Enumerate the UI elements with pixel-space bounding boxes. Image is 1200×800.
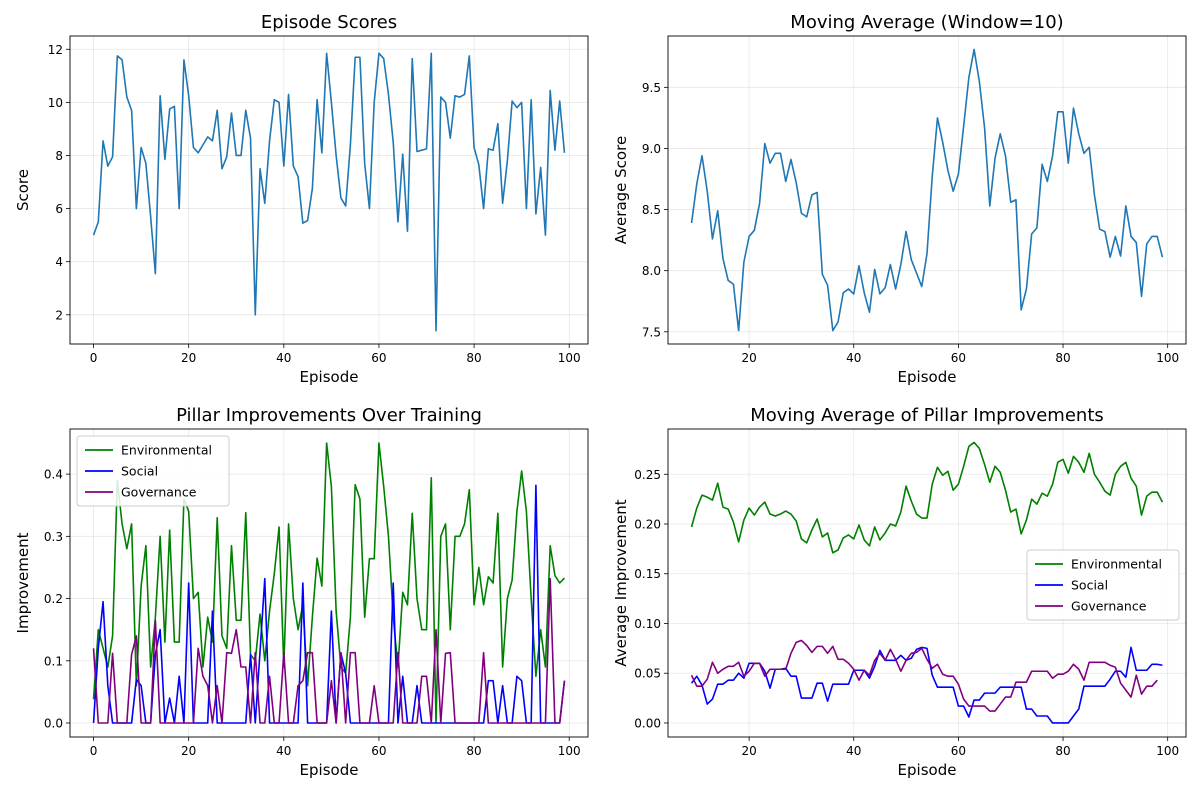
legend-label-governance: Governance <box>121 485 197 500</box>
y-tick-label: 8.5 <box>642 203 661 217</box>
chart-pillar-moving-average: 20 40 60 80 100 0.00 0.05 0.10 0.15 0.20 0.25 Movin… <box>612 405 1187 779</box>
legend-box <box>76 435 230 507</box>
x-tick-label: 60 <box>371 351 386 365</box>
x-tick-label: 40 <box>846 351 861 365</box>
y-tick-label: 0.4 <box>44 468 63 482</box>
series-line-score <box>690 48 1164 332</box>
y-tick-label: 0.0 <box>44 717 63 731</box>
y-tick-label: 0.3 <box>44 530 63 544</box>
x-tick-label: 80 <box>1055 744 1070 758</box>
x-axis-label: Episode <box>300 761 359 779</box>
y-tick-label: 9.0 <box>642 142 661 156</box>
legend: Environmental Social Governance <box>76 435 230 507</box>
x-tick-label: 80 <box>466 744 481 758</box>
x-tick-label: 40 <box>846 744 861 758</box>
x-tick-label: 20 <box>181 744 196 758</box>
y-tick-label: 4 <box>55 255 63 269</box>
y-tick-label: 0.2 <box>44 592 63 606</box>
x-tick-label: 100 <box>1156 351 1179 365</box>
y-tick-label: 0.1 <box>44 654 63 668</box>
series-line-social <box>92 484 566 724</box>
chart-pillar-improvements: 0 20 40 60 80 100 0.0 0.1 0.2 0.3 0.4 Pillar Improv… <box>14 405 589 779</box>
series-line-governance <box>92 577 566 724</box>
y-tick-label: 0.20 <box>634 518 661 532</box>
x-tick-label: 0 <box>90 744 98 758</box>
y-tick-label: 0.25 <box>634 468 661 482</box>
legend-label-social: Social <box>121 464 158 479</box>
x-tick-label: 100 <box>558 744 581 758</box>
x-tick-label: 80 <box>1055 351 1070 365</box>
chart-title: Moving Average (Window=10) <box>790 12 1063 33</box>
series-line-environmental <box>92 442 566 724</box>
x-tick-label: 20 <box>741 351 756 365</box>
y-axis-label: Average Score <box>612 136 630 244</box>
axes-frame <box>69 428 589 738</box>
y-tick-label: 0.10 <box>634 617 661 631</box>
x-tick-label: 20 <box>741 744 756 758</box>
x-tick-label: 40 <box>276 744 291 758</box>
x-tick-label: 60 <box>951 351 966 365</box>
series-line-social <box>690 646 1163 724</box>
y-tick-label: 2 <box>55 308 63 322</box>
legend-label-environmental: Environmental <box>1071 557 1162 572</box>
axes-frame <box>69 35 589 345</box>
x-axis-label: Episode <box>300 368 359 386</box>
chart-scores: 0 20 40 60 80 100 2 4 6 8 10 12 Episode Scores Episod… <box>14 12 589 386</box>
legend-label-environmental: Environmental <box>121 443 212 458</box>
axes-frame <box>667 428 1187 738</box>
y-tick-label: 0.00 <box>634 716 661 730</box>
x-tick-label: 100 <box>1156 744 1179 758</box>
series-line-environmental <box>690 441 1164 554</box>
chart-moving-average: 20 40 60 80 100 7.5 8.0 8.5 9.0 9.5 Moving Average… <box>612 12 1187 386</box>
y-tick-label: 8 <box>55 149 63 163</box>
y-tick-label: 7.5 <box>642 325 661 339</box>
series-line-governance <box>690 639 1158 712</box>
x-tick-label: 20 <box>181 351 196 365</box>
y-axis-label: Score <box>14 169 32 211</box>
y-tick-label: 9.5 <box>642 81 661 95</box>
y-tick-label: 10 <box>48 96 63 110</box>
chart-title: Episode Scores <box>261 12 397 33</box>
series-line-score <box>92 52 566 332</box>
legend-box <box>1026 549 1180 621</box>
y-tick-label: 6 <box>55 202 63 216</box>
legend-label-social: Social <box>1071 578 1108 593</box>
chart-title: Pillar Improvements Over Training <box>176 405 482 426</box>
x-tick-label: 0 <box>90 351 98 365</box>
x-tick-label: 60 <box>951 744 966 758</box>
x-axis-label: Episode <box>898 368 957 386</box>
x-axis-label: Episode <box>898 761 957 779</box>
axes-frame <box>667 35 1187 345</box>
y-tick-label: 8.0 <box>642 264 661 278</box>
y-tick-label: 0.05 <box>634 667 661 681</box>
y-tick-label: 12 <box>48 43 63 57</box>
chart-title: Moving Average of Pillar Improvements <box>750 405 1104 426</box>
x-tick-label: 60 <box>371 744 386 758</box>
legend: Environmental Social Governance <box>1026 549 1180 621</box>
x-tick-label: 80 <box>466 351 481 365</box>
legend-label-governance: Governance <box>1071 599 1147 614</box>
y-axis-label: Average Improvement <box>612 499 630 666</box>
y-axis-label: Improvement <box>14 532 32 633</box>
x-tick-label: 100 <box>558 351 581 365</box>
x-tick-label: 40 <box>276 351 291 365</box>
y-tick-label: 0.15 <box>634 567 661 581</box>
